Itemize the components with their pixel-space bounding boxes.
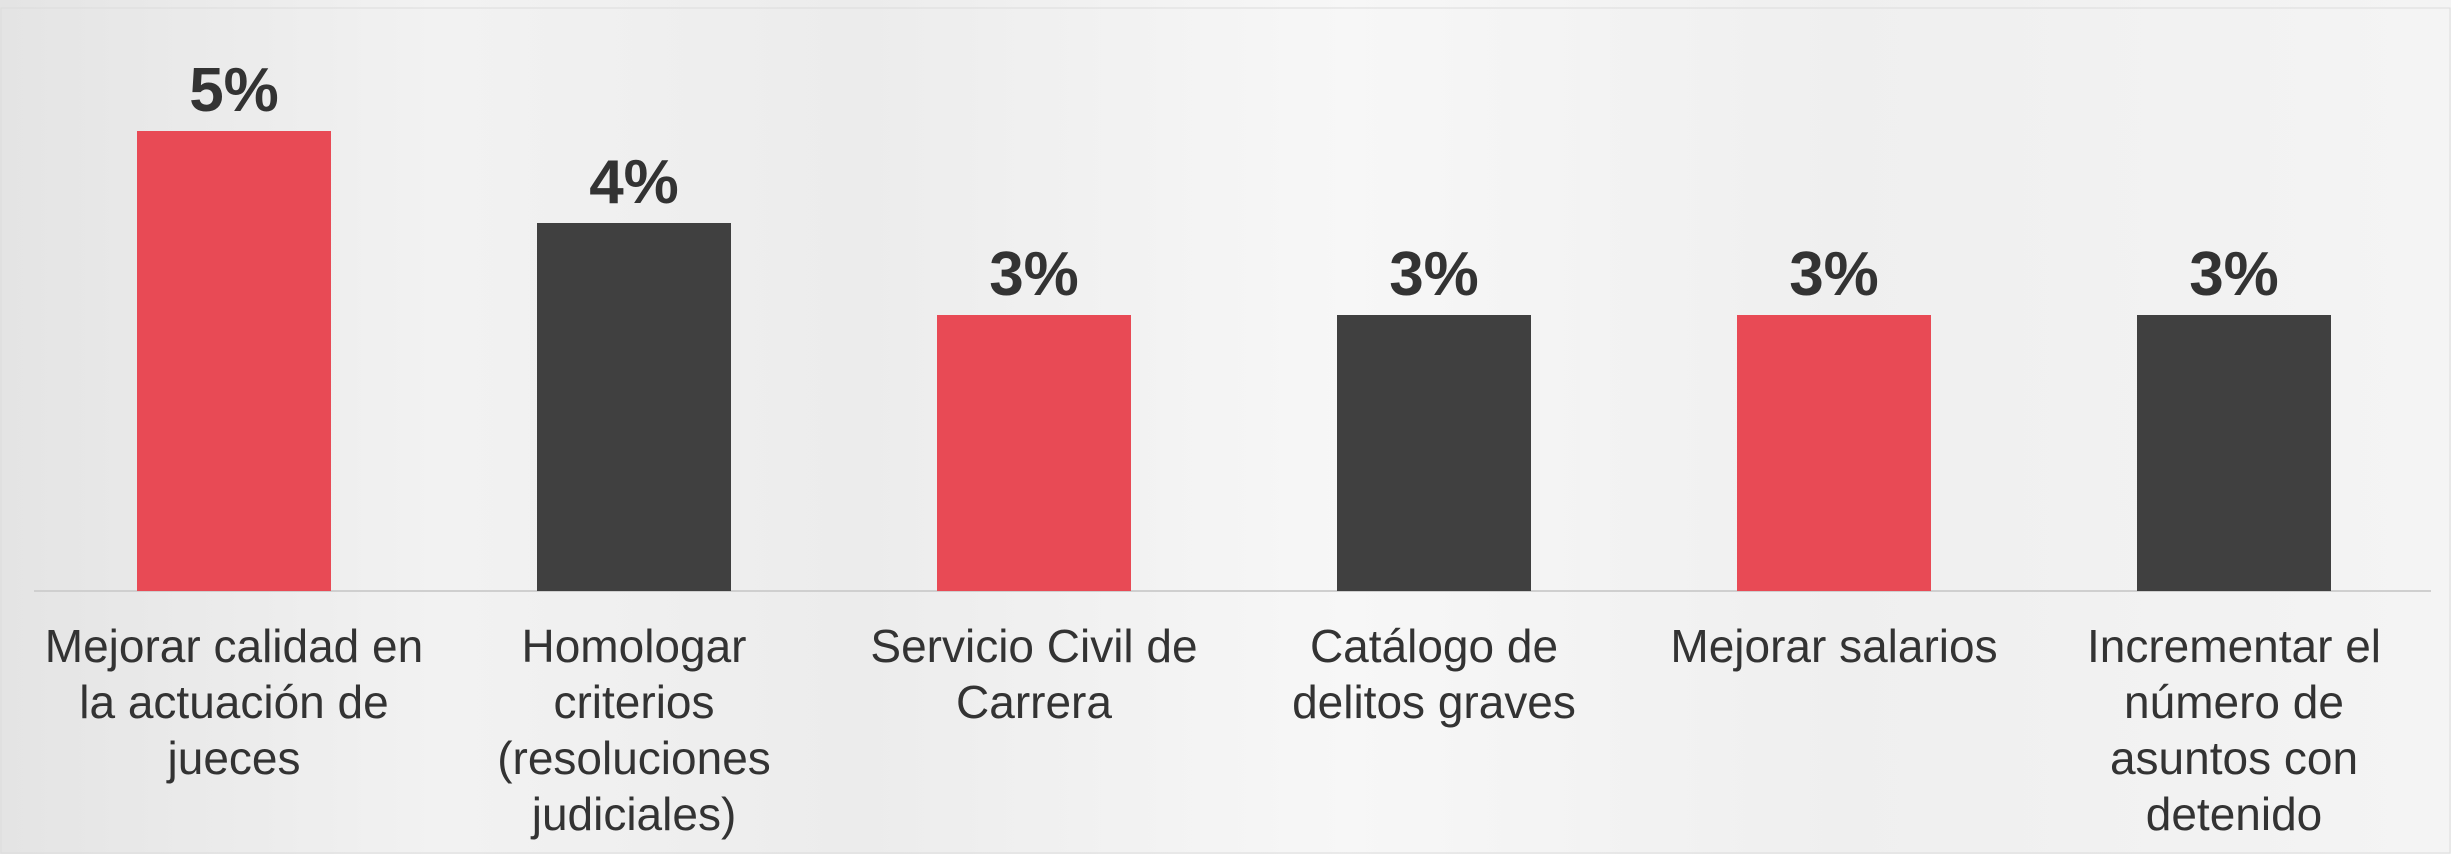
- x-tick-label: Servicio Civil de Carrera: [870, 620, 1198, 728]
- bar: [137, 131, 331, 591]
- x-tick-label: Mejorar calidad en la actuación de juece…: [44, 620, 424, 784]
- frame: [0, 7, 2451, 854]
- x-tick-label: Catálogo de delitos graves: [1292, 620, 1576, 728]
- value-label: 3%: [1389, 240, 1479, 309]
- bar: [2137, 315, 2331, 591]
- bar: [1737, 315, 1931, 591]
- x-tick-label: Incrementar el número de asuntos con det…: [2086, 620, 2381, 840]
- value-label: 3%: [989, 240, 1079, 309]
- value-label: 3%: [1789, 240, 1879, 309]
- value-label: 4%: [589, 148, 679, 217]
- x-tick-label: Mejorar salarios: [1670, 620, 1998, 672]
- bar: [937, 315, 1131, 591]
- value-label: 3%: [2189, 240, 2279, 309]
- value-label: 5%: [189, 56, 279, 125]
- x-tick-label: Homologar criterios (resoluciones judici…: [497, 620, 771, 840]
- bar: [1337, 315, 1531, 591]
- bar: [537, 223, 731, 591]
